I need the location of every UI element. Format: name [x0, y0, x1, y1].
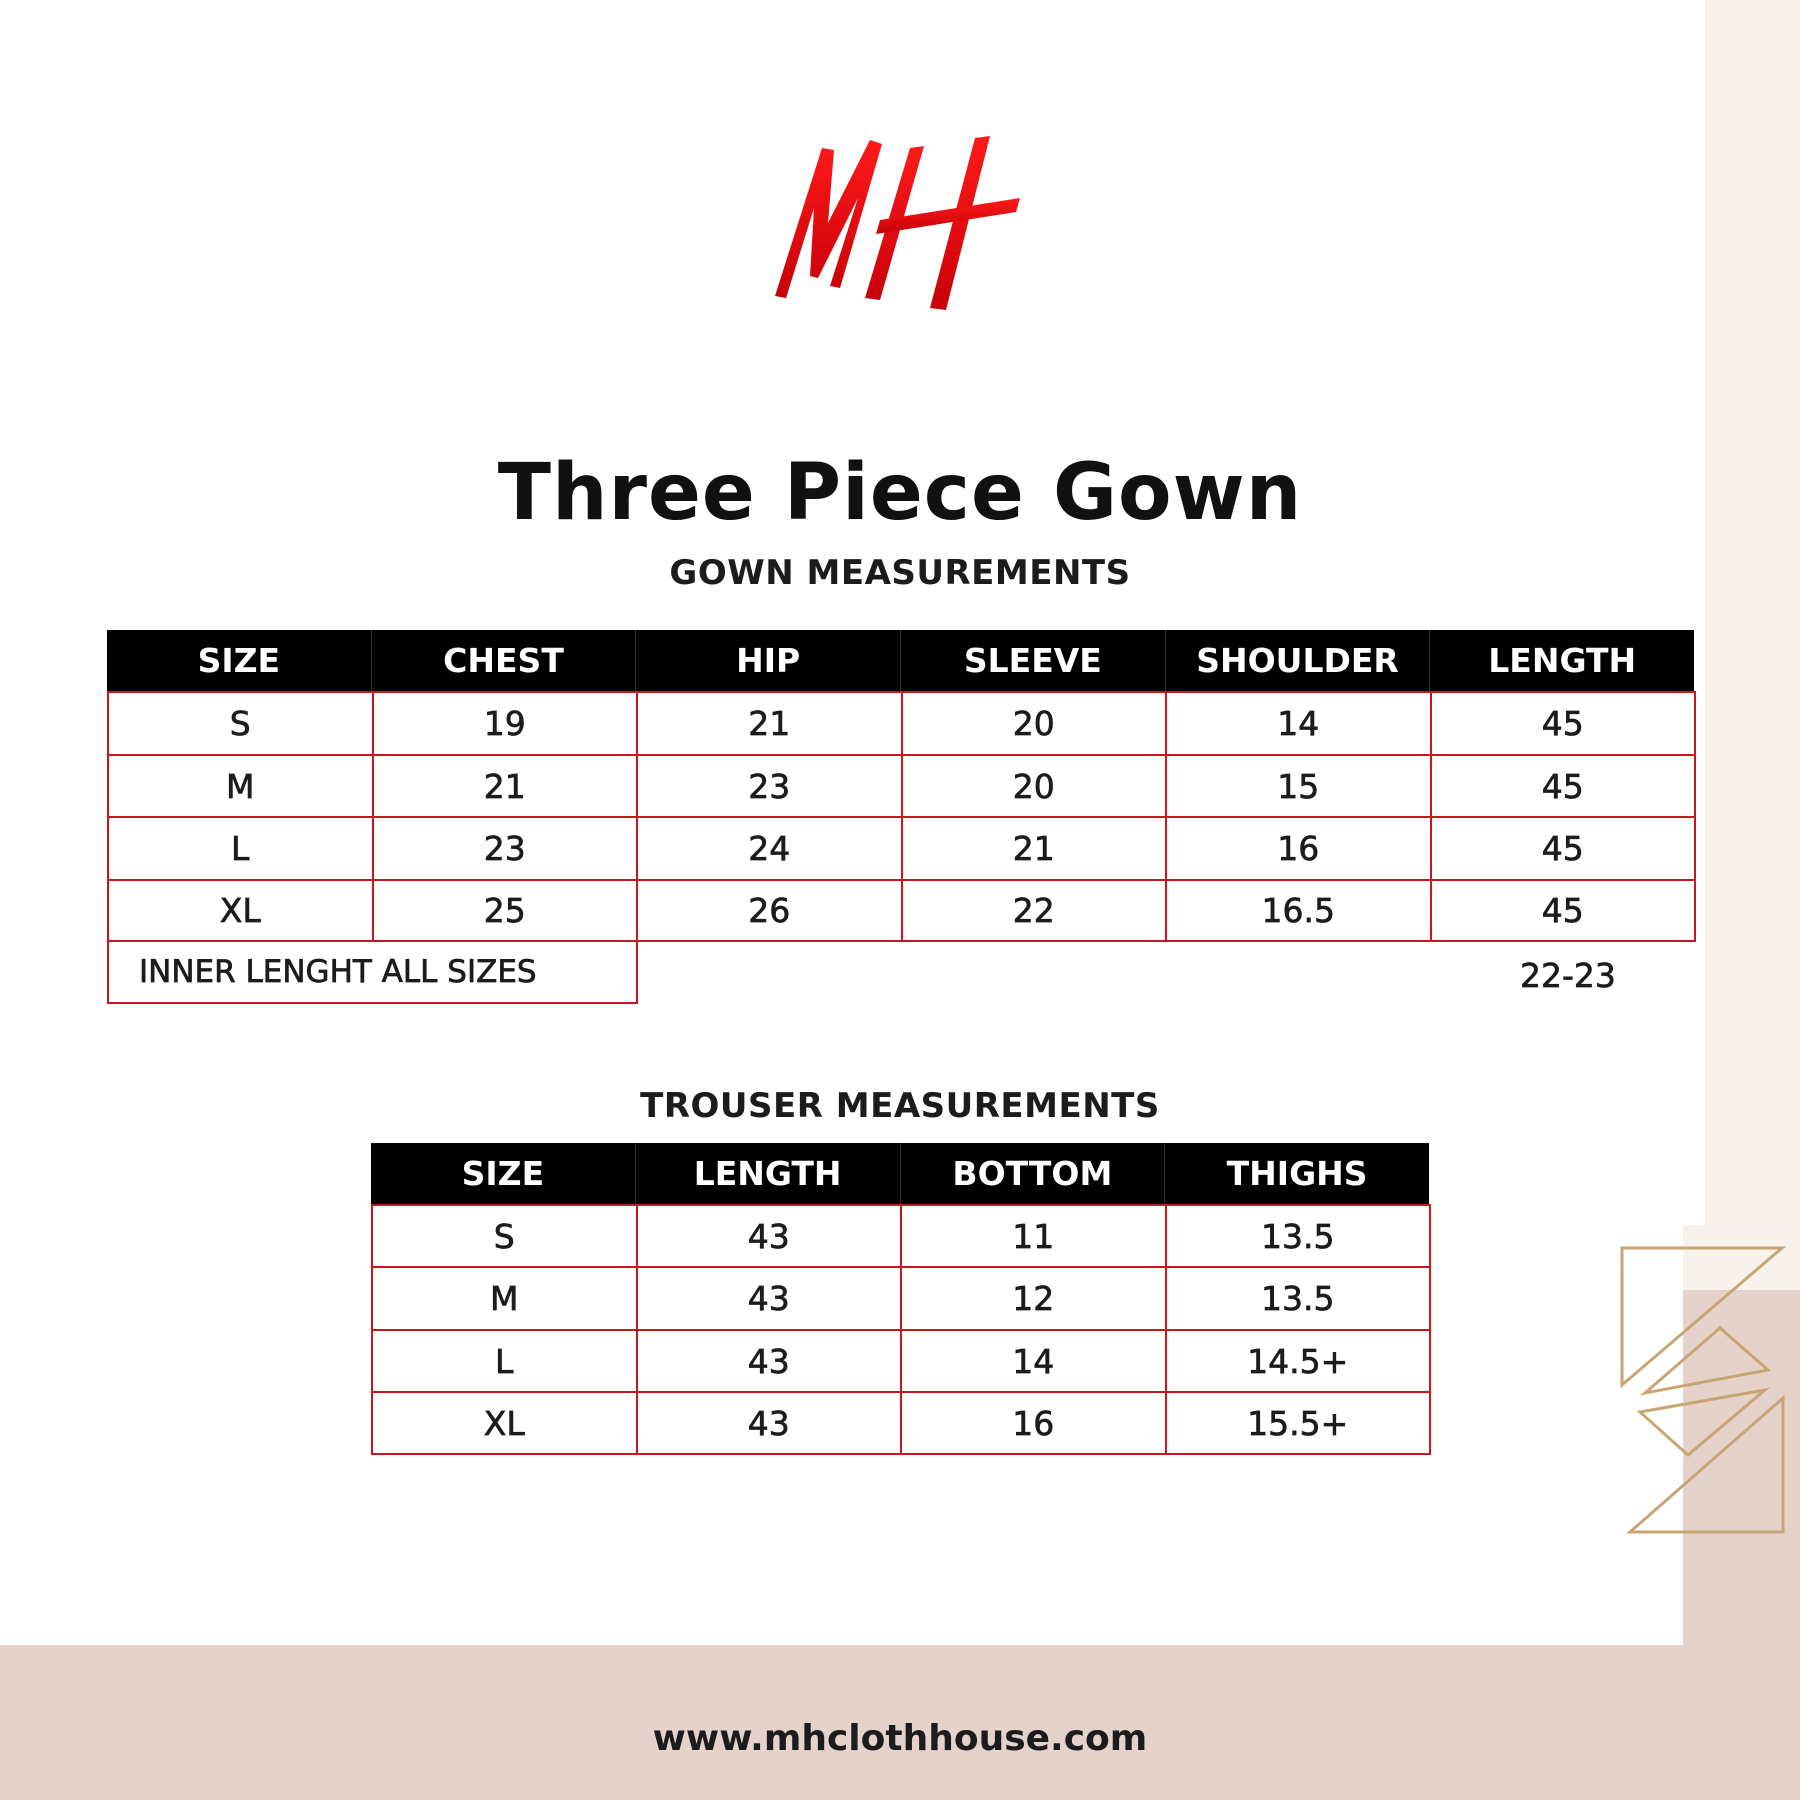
gown-cell: 45: [1429, 816, 1696, 881]
gown-cell: 45: [1429, 879, 1696, 942]
gown-column-header: LENGTH: [1429, 630, 1694, 691]
background-strip: [1705, 0, 1800, 1300]
footer-band: [0, 1645, 1800, 1800]
trouser-column-header: LENGTH: [634, 1143, 900, 1204]
gown-cell: 20: [900, 754, 1167, 818]
gown-heading: GOWN MEASUREMENTS: [669, 553, 1131, 593]
gown-column-header: HIP: [635, 630, 900, 691]
gown-cell: 15: [1165, 754, 1432, 818]
trouser-heading: TROUSER MEASUREMENTS: [640, 1086, 1160, 1126]
trouser-column-header: BOTTOM: [899, 1143, 1165, 1204]
trouser-cell: 13.5: [1164, 1266, 1431, 1331]
trouser-cell: 43: [635, 1204, 902, 1268]
trouser-cell: 11: [900, 1204, 1167, 1268]
gown-cell: L: [107, 816, 374, 881]
gown-cell: 23: [636, 754, 903, 818]
gown-cell: 25: [371, 879, 638, 942]
gown-header-row: SIZE CHEST HIP SLEEVE SHOULDER LENGTH: [107, 630, 1694, 691]
gown-cell: 21: [636, 691, 903, 756]
gown-cell: 14: [1165, 691, 1432, 756]
page-title: Three Piece Gown: [497, 448, 1303, 538]
gown-cell: 21: [371, 754, 638, 818]
gown-cell: M: [107, 754, 374, 818]
gown-cell: 26: [636, 879, 903, 942]
gown-cell: S: [107, 691, 374, 756]
brand-logo: [775, 136, 1020, 310]
gown-cell: 16: [1165, 816, 1432, 881]
trouser-cell: 16: [900, 1391, 1167, 1455]
trouser-column-header: THIGHS: [1164, 1143, 1429, 1204]
trouser-cell: 43: [635, 1266, 902, 1331]
inner-length-label: INNER LENGHT ALL SIZES: [107, 940, 638, 1004]
gown-cell: 23: [371, 816, 638, 881]
gown-cell: 45: [1429, 691, 1696, 756]
trouser-cell: S: [371, 1204, 638, 1268]
gown-column-header: SLEEVE: [900, 630, 1165, 691]
gown-cell: 21: [900, 816, 1167, 881]
gown-column-header: SHOULDER: [1164, 630, 1430, 691]
trouser-cell: 14: [900, 1329, 1167, 1393]
trouser-cell: L: [371, 1329, 638, 1393]
gown-column-header: CHEST: [370, 630, 636, 691]
gown-cell: 16.5: [1165, 879, 1432, 942]
gown-column-header: SIZE: [197, 641, 281, 680]
gown-cell: 20: [900, 691, 1167, 756]
website-link[interactable]: www.mhclothhouse.com: [652, 1718, 1148, 1759]
trouser-cell: 12: [900, 1266, 1167, 1331]
gown-cell: 19: [371, 691, 638, 756]
trouser-cell: 15.5+: [1164, 1391, 1431, 1455]
trouser-cell: 13.5: [1164, 1204, 1431, 1268]
trouser-cell: XL: [371, 1391, 638, 1455]
gown-cell: XL: [107, 879, 374, 942]
trouser-cell: 43: [635, 1329, 902, 1393]
gown-cell: 24: [636, 816, 903, 881]
gown-cell: 45: [1429, 754, 1696, 818]
trouser-column-header: SIZE: [461, 1154, 545, 1193]
inner-length-value: 22-23: [1520, 956, 1617, 996]
trouser-header-row: SIZE LENGTH BOTTOM THIGHS: [371, 1143, 1429, 1204]
trouser-cell: 43: [635, 1391, 902, 1455]
trouser-cell: 14.5+: [1164, 1329, 1431, 1393]
gown-cell: 22: [900, 879, 1167, 942]
trouser-cell: M: [371, 1266, 638, 1331]
